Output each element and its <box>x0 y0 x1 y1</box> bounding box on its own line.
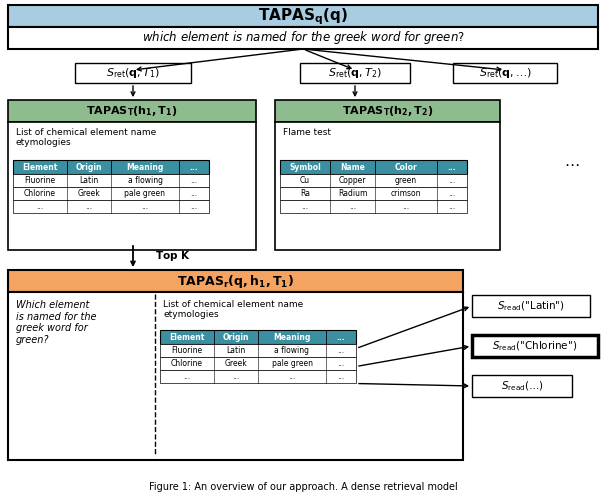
Text: Fluorine: Fluorine <box>171 346 202 355</box>
Bar <box>453 63 557 83</box>
Text: Latin: Latin <box>79 176 99 185</box>
Text: ...: ... <box>338 372 345 381</box>
Text: ...: ... <box>190 202 198 211</box>
Bar <box>160 344 356 357</box>
Bar <box>8 122 256 250</box>
Text: $\mathit{which\ element\ is\ named\ for\ the\ greek\ word\ for\ green?}$: $\mathit{which\ element\ is\ named\ for\… <box>142 30 464 46</box>
Text: Latin: Latin <box>227 346 245 355</box>
Text: ...: ... <box>184 372 190 381</box>
Bar <box>8 270 463 292</box>
Bar <box>472 335 598 357</box>
Text: green: green <box>395 176 417 185</box>
Text: ...: ... <box>190 162 198 171</box>
Text: List of chemical element name
etymologies: List of chemical element name etymologie… <box>163 300 303 320</box>
Text: a flowing: a flowing <box>275 346 310 355</box>
Text: $\mathbf{TAPAS}_\mathbf{T}\mathbf{(h_1,T_1)}$: $\mathbf{TAPAS}_\mathbf{T}\mathbf{(h_1,T… <box>86 104 178 118</box>
Text: $\mathbf{TAPAS}_\mathbf{q}\mathbf{(q)}$: $\mathbf{TAPAS}_\mathbf{q}\mathbf{(q)}$ <box>258 6 348 27</box>
Text: $S_{\mathrm{ret}}(\mathbf{q},\ldots)$: $S_{\mathrm{ret}}(\mathbf{q},\ldots)$ <box>479 66 531 80</box>
Bar <box>280 200 467 213</box>
Text: $S_{\mathrm{ret}}(\mathbf{q},T_2)$: $S_{\mathrm{ret}}(\mathbf{q},T_2)$ <box>328 66 382 80</box>
Bar <box>275 100 500 122</box>
Text: Fluorine: Fluorine <box>24 176 56 185</box>
Text: Chlorine: Chlorine <box>171 359 203 368</box>
Text: Origin: Origin <box>223 333 249 342</box>
Bar <box>280 187 467 200</box>
Text: Color: Color <box>395 162 418 171</box>
Text: Copper: Copper <box>339 176 366 185</box>
Text: Name: Name <box>340 162 365 171</box>
Text: $\mathbf{TAPAS}_\mathbf{r}\mathbf{(q,h_1,T_1)}$: $\mathbf{TAPAS}_\mathbf{r}\mathbf{(q,h_1… <box>177 273 294 289</box>
Bar <box>275 122 500 250</box>
Text: Figure 1: An overview of our approach. A dense retrieval model: Figure 1: An overview of our approach. A… <box>148 482 458 492</box>
Bar <box>13 160 209 174</box>
Text: Element: Element <box>22 162 58 171</box>
Text: ...: ... <box>448 162 456 171</box>
Text: $\mathbf{Top\ K}$: $\mathbf{Top\ K}$ <box>155 249 190 263</box>
Text: ...: ... <box>448 202 456 211</box>
Text: Meaning: Meaning <box>273 333 311 342</box>
Text: Greek: Greek <box>225 359 247 368</box>
Text: Origin: Origin <box>76 162 102 171</box>
Bar <box>472 295 590 317</box>
Text: Flame test: Flame test <box>283 128 331 137</box>
Bar <box>13 187 209 200</box>
Text: $S_{\mathrm{read}}(\ldots)$: $S_{\mathrm{read}}(\ldots)$ <box>501 379 544 393</box>
Text: Symbol: Symbol <box>289 162 321 171</box>
Bar <box>280 160 467 174</box>
Text: List of chemical element name
etymologies: List of chemical element name etymologie… <box>16 128 156 147</box>
Text: ...: ... <box>288 372 296 381</box>
Text: Element: Element <box>169 333 205 342</box>
Text: crimson: crimson <box>391 189 421 198</box>
Text: ...: ... <box>85 202 93 211</box>
Bar <box>472 375 572 397</box>
Bar <box>13 174 209 187</box>
Text: pale green: pale green <box>124 189 165 198</box>
Text: Radium: Radium <box>338 189 367 198</box>
Text: Chlorine: Chlorine <box>24 189 56 198</box>
Text: ...: ... <box>338 346 345 355</box>
Bar <box>13 200 209 213</box>
Text: ...: ... <box>190 189 198 198</box>
Text: a flowing: a flowing <box>127 176 162 185</box>
Bar <box>160 330 356 344</box>
Text: Meaning: Meaning <box>126 162 164 171</box>
Bar <box>300 63 410 83</box>
Text: ...: ... <box>337 333 345 342</box>
Text: Ra: Ra <box>300 189 310 198</box>
Text: Which element
is named for the
greek word for
green?: Which element is named for the greek wor… <box>16 300 96 345</box>
Text: ...: ... <box>448 189 456 198</box>
Text: $S_{\mathrm{read}}($"Latin"$)$: $S_{\mathrm{read}}($"Latin"$)$ <box>497 299 565 313</box>
Bar <box>75 63 191 83</box>
Bar <box>280 174 467 187</box>
Bar <box>8 292 463 460</box>
Text: $\cdots$: $\cdots$ <box>564 156 580 170</box>
Text: ...: ... <box>338 359 345 368</box>
Bar <box>160 370 356 383</box>
Text: ...: ... <box>301 202 308 211</box>
Text: ...: ... <box>190 176 198 185</box>
Text: ...: ... <box>349 202 356 211</box>
Text: ...: ... <box>448 176 456 185</box>
Text: pale green: pale green <box>271 359 313 368</box>
Text: $S_{\mathrm{read}}($"Chlorine"$)$: $S_{\mathrm{read}}($"Chlorine"$)$ <box>492 339 578 353</box>
Bar <box>8 5 598 27</box>
Text: ...: ... <box>36 202 44 211</box>
Text: $\mathbf{TAPAS}_\mathbf{T}\mathbf{(h_2,T_2)}$: $\mathbf{TAPAS}_\mathbf{T}\mathbf{(h_2,T… <box>342 104 433 118</box>
Text: $S_{\mathrm{ret}}(\mathbf{q},T_1)$: $S_{\mathrm{ret}}(\mathbf{q},T_1)$ <box>106 66 160 80</box>
Bar <box>8 27 598 49</box>
Bar <box>160 357 356 370</box>
Text: ...: ... <box>141 202 148 211</box>
Text: ...: ... <box>233 372 239 381</box>
Text: Cu: Cu <box>300 176 310 185</box>
Bar <box>8 100 256 122</box>
Text: ...: ... <box>402 202 410 211</box>
Text: Greek: Greek <box>78 189 101 198</box>
